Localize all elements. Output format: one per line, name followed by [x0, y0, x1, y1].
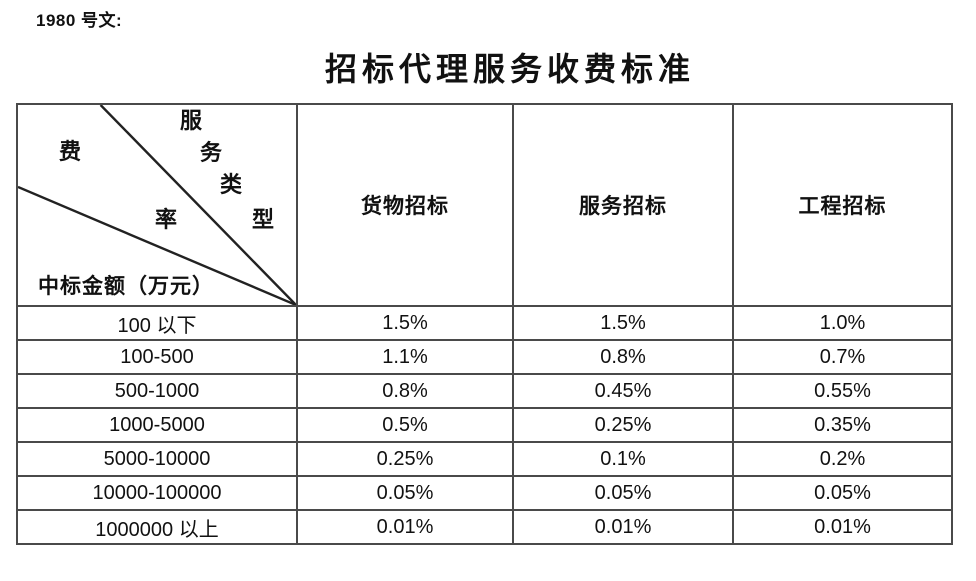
fee-rate-cell: 0.2% [732, 441, 953, 477]
fee-rate-cell: 0.05% [512, 475, 734, 511]
amount-range-cell: 100-500 [16, 339, 298, 375]
fee-rate-cell: 0.01% [296, 509, 514, 545]
amount-range-cell: 500-1000 [16, 373, 298, 409]
corner-diagonal-lines [18, 105, 296, 305]
table-corner-cell: 服 务 类 型 费 率 中标金额（万元） [16, 103, 298, 307]
fee-rate-cell: 0.8% [296, 373, 514, 409]
fee-rate-cell: 0.05% [296, 475, 514, 511]
corner-label-service-type-char: 类 [220, 172, 243, 197]
page-title: 招标代理服务收费标准 [324, 51, 695, 87]
fee-rate-cell: 0.35% [732, 407, 953, 443]
table-row: 5000-10000 0.25% 0.1% 0.2% [16, 441, 953, 477]
doc-number-label: 1980 号文: [36, 11, 123, 30]
fee-rate-cell: 0.7% [732, 339, 953, 375]
fee-rate-cell: 1.5% [512, 305, 734, 341]
table-row: 10000-100000 0.05% 0.05% 0.05% [16, 475, 953, 511]
fee-rate-cell: 0.5% [296, 407, 514, 443]
corner-label-rate-char: 费 [59, 139, 82, 164]
table-row: 1000000 以上 0.01% 0.01% 0.01% [16, 509, 953, 545]
fee-rate-cell: 0.25% [512, 407, 734, 443]
column-header-engineering: 工程招标 [732, 103, 953, 307]
corner-label-bid-amount: 中标金额（万元） [38, 274, 214, 298]
table-row: 100-500 1.1% 0.8% 0.7% [16, 339, 953, 375]
fee-rate-cell: 0.01% [512, 509, 734, 545]
fee-rate-cell: 1.5% [296, 305, 514, 341]
fee-rate-cell: 1.1% [296, 339, 514, 375]
amount-range-cell: 10000-100000 [16, 475, 298, 511]
amount-range-cell: 5000-10000 [16, 441, 298, 477]
table-row: 100 以下 1.5% 1.5% 1.0% [16, 305, 953, 341]
column-header-services: 服务招标 [512, 103, 734, 307]
corner-label-rate-char: 率 [155, 207, 178, 232]
fee-rate-cell: 0.05% [732, 475, 953, 511]
corner-label-service-type-char: 服 [180, 108, 203, 133]
fee-rate-cell: 0.25% [296, 441, 514, 477]
table-header-row: 服 务 类 型 费 率 中标金额（万元） 货物招标 服务招标 工程招标 [16, 103, 953, 307]
corner-label-service-type-char: 型 [252, 207, 275, 232]
amount-range-cell: 100 以下 [16, 305, 298, 341]
fee-standard-table: 服 务 类 型 费 率 中标金额（万元） 货物招标 服务招标 工程招标 100 … [16, 103, 953, 545]
fee-rate-cell: 0.45% [512, 373, 734, 409]
fee-rate-cell: 0.8% [512, 339, 734, 375]
fee-rate-cell: 1.0% [732, 305, 953, 341]
table-row: 500-1000 0.8% 0.45% 0.55% [16, 373, 953, 409]
fee-rate-cell: 0.01% [732, 509, 953, 545]
amount-range-cell: 1000-5000 [16, 407, 298, 443]
table-row: 1000-5000 0.5% 0.25% 0.35% [16, 407, 953, 443]
fee-rate-cell: 0.55% [732, 373, 953, 409]
corner-label-service-type-char: 务 [200, 140, 223, 165]
fee-rate-cell: 0.1% [512, 441, 734, 477]
amount-range-cell: 1000000 以上 [16, 509, 298, 545]
column-header-goods: 货物招标 [296, 103, 514, 307]
